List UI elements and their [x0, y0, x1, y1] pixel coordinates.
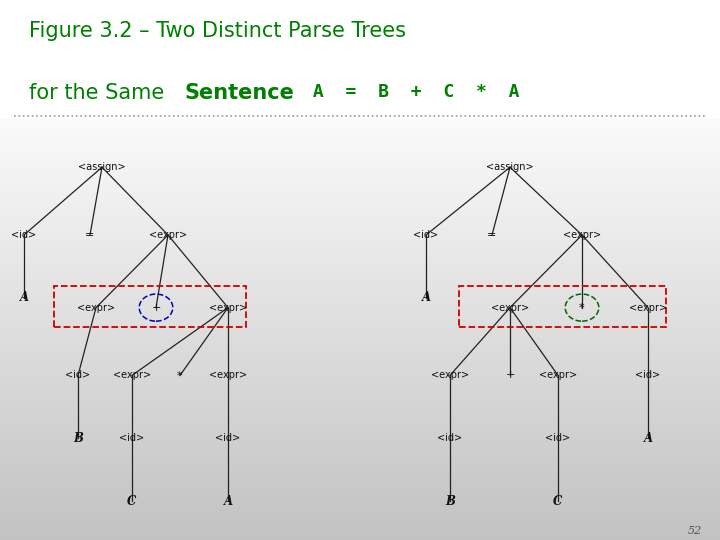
Text: +: +	[505, 370, 515, 380]
Text: A: A	[421, 292, 431, 305]
Text: <expr>: <expr>	[629, 302, 667, 313]
Text: A: A	[644, 432, 652, 445]
Text: <id>: <id>	[438, 433, 462, 443]
Text: Sentence: Sentence	[184, 83, 294, 103]
Text: C: C	[127, 495, 137, 508]
Bar	[54, 286, 246, 327]
Text: <expr>: <expr>	[431, 370, 469, 380]
Text: <id>: <id>	[66, 370, 91, 380]
Text: <id>: <id>	[636, 370, 660, 380]
Text: =: =	[487, 230, 497, 240]
Text: *: *	[579, 302, 585, 313]
Text: A: A	[19, 292, 29, 305]
Text: <assign>: <assign>	[486, 162, 534, 172]
Text: <assign>: <assign>	[78, 162, 126, 172]
Text: C: C	[553, 495, 563, 508]
Text: <expr>: <expr>	[539, 370, 577, 380]
Text: <id>: <id>	[12, 230, 37, 240]
Text: <expr>: <expr>	[491, 302, 529, 313]
Bar	[459, 286, 666, 327]
Text: <expr>: <expr>	[149, 230, 187, 240]
Text: <expr>: <expr>	[563, 230, 601, 240]
Text: 52: 52	[688, 526, 702, 536]
Text: <expr>: <expr>	[209, 370, 247, 380]
Text: <expr>: <expr>	[77, 302, 115, 313]
Text: =: =	[85, 230, 95, 240]
Text: <id>: <id>	[413, 230, 438, 240]
Text: +: +	[151, 302, 161, 313]
Text: <id>: <id>	[546, 433, 570, 443]
Text: *: *	[177, 370, 183, 380]
Text: <expr>: <expr>	[113, 370, 151, 380]
Text: Figure 3.2 – Two Distinct Parse Trees: Figure 3.2 – Two Distinct Parse Trees	[29, 22, 406, 42]
Text: A: A	[223, 495, 233, 508]
Text: B: B	[73, 432, 83, 445]
Text: for the Same: for the Same	[29, 83, 171, 103]
Text: <id>: <id>	[120, 433, 145, 443]
Text: <id>: <id>	[215, 433, 240, 443]
Text: B: B	[445, 495, 455, 508]
Text: A  =  B  +  C  *  A: A = B + C * A	[302, 83, 520, 101]
Text: <expr>: <expr>	[209, 302, 247, 313]
